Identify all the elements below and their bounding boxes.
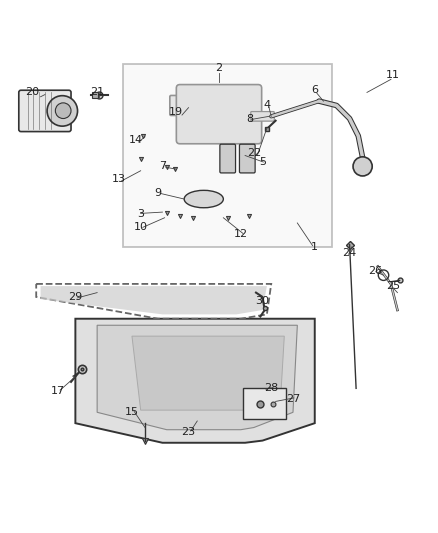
Text: 13: 13 bbox=[112, 174, 126, 184]
Circle shape bbox=[353, 157, 372, 176]
Text: 30: 30 bbox=[255, 296, 269, 306]
Polygon shape bbox=[75, 319, 315, 443]
Text: 25: 25 bbox=[386, 281, 400, 291]
Circle shape bbox=[194, 90, 205, 100]
Text: 20: 20 bbox=[25, 87, 39, 98]
FancyBboxPatch shape bbox=[251, 111, 274, 121]
Text: 24: 24 bbox=[343, 248, 357, 259]
Polygon shape bbox=[97, 325, 297, 430]
Text: 17: 17 bbox=[51, 385, 65, 395]
Text: 3: 3 bbox=[137, 209, 144, 219]
Text: 14: 14 bbox=[129, 135, 143, 146]
Text: 8: 8 bbox=[246, 114, 253, 124]
FancyBboxPatch shape bbox=[240, 144, 255, 173]
FancyBboxPatch shape bbox=[220, 144, 236, 173]
Text: 11: 11 bbox=[386, 70, 400, 80]
Text: 19: 19 bbox=[169, 107, 183, 117]
FancyBboxPatch shape bbox=[19, 90, 71, 132]
FancyBboxPatch shape bbox=[170, 95, 225, 116]
Text: 10: 10 bbox=[134, 222, 148, 232]
Text: 12: 12 bbox=[234, 229, 248, 239]
Text: 2: 2 bbox=[215, 63, 223, 74]
Text: 27: 27 bbox=[286, 394, 300, 404]
Text: 21: 21 bbox=[90, 87, 104, 98]
Text: 1: 1 bbox=[311, 242, 318, 252]
Polygon shape bbox=[132, 336, 284, 410]
FancyBboxPatch shape bbox=[243, 389, 286, 419]
Polygon shape bbox=[41, 286, 267, 314]
Ellipse shape bbox=[184, 190, 223, 208]
Text: 5: 5 bbox=[259, 157, 266, 167]
Text: 26: 26 bbox=[369, 266, 383, 276]
Circle shape bbox=[47, 96, 78, 126]
Text: 23: 23 bbox=[181, 427, 196, 437]
Text: 15: 15 bbox=[125, 407, 139, 417]
Text: 6: 6 bbox=[311, 85, 318, 95]
Text: 7: 7 bbox=[159, 161, 166, 172]
Text: 28: 28 bbox=[264, 383, 279, 393]
Text: 22: 22 bbox=[247, 148, 261, 158]
Text: 4: 4 bbox=[263, 100, 270, 110]
Text: 9: 9 bbox=[155, 188, 162, 198]
Circle shape bbox=[55, 103, 71, 118]
FancyBboxPatch shape bbox=[123, 64, 332, 247]
FancyBboxPatch shape bbox=[177, 85, 261, 144]
Text: 29: 29 bbox=[68, 292, 82, 302]
